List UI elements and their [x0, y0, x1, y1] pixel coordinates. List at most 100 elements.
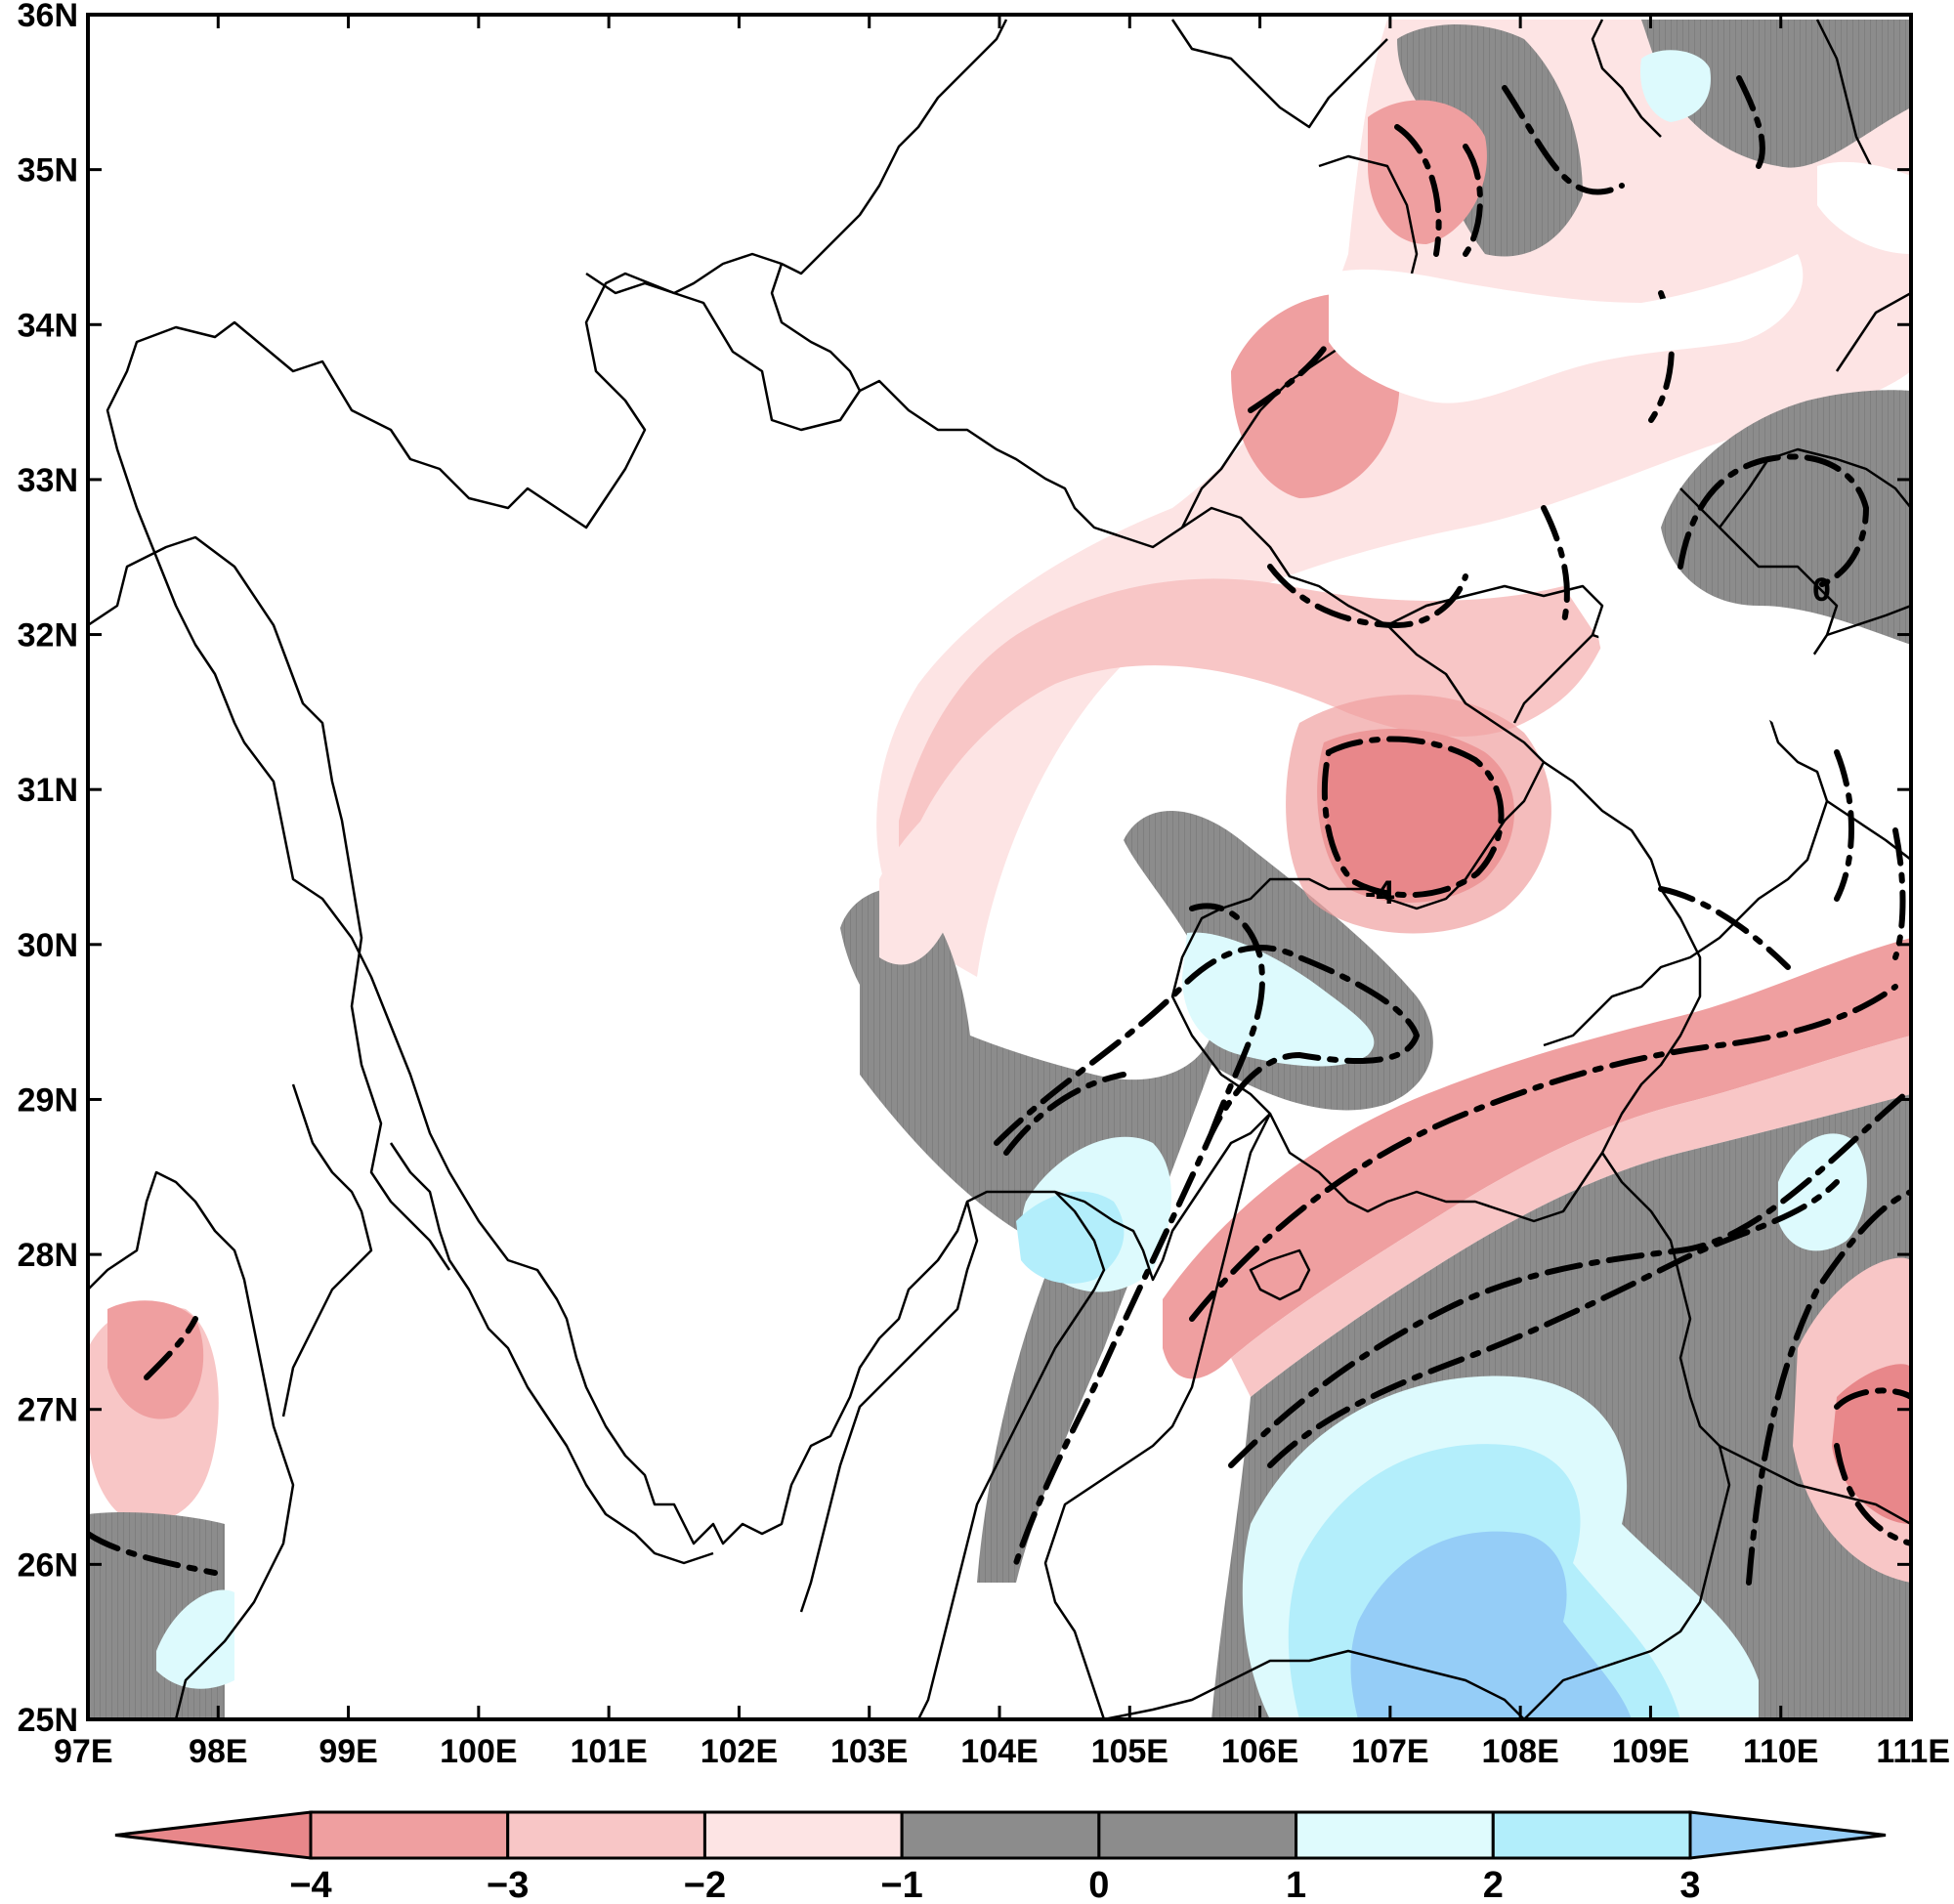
contour-line-neg4-loop: [1321, 736, 1505, 899]
lon-tick-label: 98E: [189, 1733, 248, 1770]
colorbar-left-triangle: [114, 1810, 313, 1860]
colorbar-box: [702, 1810, 904, 1860]
lon-tick-label: 99E: [319, 1733, 378, 1770]
boundary-guizhou-2: [1523, 1152, 1731, 1719]
colorbar-label: −4: [289, 1865, 331, 1899]
anomaly-neg4-patch-east: [1832, 1364, 1911, 1524]
lon-tick-label: 103E: [830, 1733, 908, 1770]
masked-area-central: [1329, 254, 1804, 403]
anomaly-neg3-patch-north-2: [1368, 100, 1487, 244]
masked-area-east-2: [1739, 637, 1840, 733]
boundary-chongqing-inner: [1249, 1248, 1311, 1301]
boundary-south: [1103, 1649, 1525, 1719]
contour-line-north-3: [1736, 75, 1765, 169]
lon-tick-label: 109E: [1612, 1733, 1689, 1770]
anomaly-pos1-patch-southwest: [156, 1589, 234, 1689]
colorbar-label: −1: [880, 1865, 922, 1899]
anomaly-zero-region-northeast: [1661, 390, 1911, 645]
contour-label-neg4: -4: [1365, 874, 1394, 911]
colorbar-label: 0: [1088, 1865, 1109, 1899]
anomaly-field: [88, 20, 1911, 1719]
lat-tick-label: 28N: [18, 1237, 78, 1274]
contour-line-east-patch: [1834, 1387, 1911, 1546]
anomaly-zero-region-west: [840, 888, 975, 1153]
colorbar-box: [1491, 1810, 1692, 1860]
anomaly-neg3-patch-southwest: [107, 1300, 204, 1419]
colorbar-box: [1097, 1810, 1298, 1860]
lon-tick-label: 100E: [440, 1733, 517, 1770]
lat-tick-label: 36N: [18, 0, 78, 34]
contour-line-east-3: [1892, 827, 1906, 960]
boundary-sichuan: [106, 272, 1546, 1545]
boundary-ne-2: [1591, 19, 1662, 138]
lon-tick-label: 110E: [1743, 1733, 1819, 1770]
contour-lines: [88, 75, 1911, 1586]
boundary-gansu: [1170, 19, 1388, 129]
axis-ticks: 97E 98E 99E 100E 101E 102E 103E 104E 105E 106E 107…: [18, 0, 1950, 1770]
lon-tick-label: 111E: [1876, 1733, 1950, 1770]
boundary-east-3: [1719, 447, 1911, 529]
colorbar-label: 3: [1679, 1865, 1700, 1899]
contour-line-north-2: [1502, 85, 1625, 195]
colorbar-label: 1: [1286, 1865, 1306, 1899]
contour-line-west-1: [1003, 1072, 1126, 1156]
lat-tick-label: 31N: [18, 772, 78, 809]
lon-tick-label: 101E: [570, 1733, 647, 1770]
contour-line-east-1: [1834, 749, 1854, 902]
lat-tick-label: 30N: [18, 927, 78, 964]
boundary-yunnan: [799, 1201, 979, 1613]
anomaly-neg3-diagonal-band: [1163, 938, 1911, 1379]
lon-tick-label: 108E: [1481, 1733, 1558, 1770]
lon-tick-label: 102E: [701, 1733, 778, 1770]
lat-tick-label: 33N: [18, 462, 78, 499]
anomaly-neg1-fringe-west: [879, 742, 1036, 965]
colorbar-box: [506, 1810, 706, 1860]
contour-line-southwest-1: [144, 1316, 198, 1380]
contour-line-north-1: [1394, 124, 1483, 257]
colorbar: −4 −3 −2 −1 0 1 2 3: [114, 1810, 1887, 1904]
anomaly-pos1-bubble-north: [1640, 50, 1711, 122]
anomaly-pos2-bubble-b: [1016, 1191, 1125, 1284]
contour-line-zero-northeast: [1678, 453, 1870, 589]
boundary-yunnan-2: [916, 1191, 1106, 1719]
boundary-east-1: [1826, 604, 1911, 637]
boundary-west-2: [88, 1170, 295, 1719]
boundary-qinghai-north: [585, 19, 1008, 295]
anomaly-neg2-diagonal-band: [1231, 1036, 1911, 1397]
contour-line-zero-southeast: [1267, 1179, 1840, 1468]
masked-areas: [1329, 161, 1911, 733]
lat-tick-label: 26N: [18, 1546, 78, 1584]
boundary-east-2: [1835, 291, 1911, 372]
boundary-hunan: [1826, 799, 1911, 861]
lat-tick-label: 34N: [18, 307, 78, 344]
anomaly-pos1-bubble-c: [1778, 1133, 1867, 1251]
lon-tick-label: 106E: [1221, 1733, 1298, 1770]
colorbar-right-triangle: [1688, 1810, 1887, 1860]
contour-line-east-2: [1658, 886, 1791, 970]
anomaly-neg2-west: [899, 578, 1602, 879]
boundary-west-3: [281, 1083, 373, 1417]
anomaly-pos3-southeast: [1350, 1531, 1632, 1719]
contour-line-north-6: [1267, 564, 1468, 629]
lat-tick-label: 29N: [18, 1081, 78, 1119]
colorbar-label: −3: [487, 1865, 529, 1899]
colorbar-box: [1295, 1810, 1495, 1860]
boundary-qinghai-north-2: [770, 263, 862, 392]
anomaly-neg4-core-a-top: [1324, 739, 1502, 896]
masked-area-northeast: [1817, 161, 1911, 254]
contour-line-east-vertical: [1746, 1189, 1911, 1586]
colorbar-label: −2: [684, 1865, 726, 1899]
anomaly-pos1-bubble-a: [1182, 932, 1375, 1067]
boundary-hunan-2: [1719, 1444, 1911, 1526]
lat-tick-label: 35N: [18, 152, 78, 190]
colorbar-box: [900, 1810, 1101, 1860]
contour-line-north-5: [1541, 505, 1570, 628]
anomaly-neg1-region: [876, 20, 1911, 977]
boundary-hubei-2: [1543, 683, 1829, 1047]
lat-tick-label: 32N: [18, 617, 78, 655]
lon-tick-label: 107E: [1351, 1733, 1428, 1770]
boundary-shaanxi-2: [1386, 584, 1604, 724]
lon-tick-label: 97E: [54, 1733, 113, 1770]
masked-area-east-1: [1598, 605, 1750, 723]
